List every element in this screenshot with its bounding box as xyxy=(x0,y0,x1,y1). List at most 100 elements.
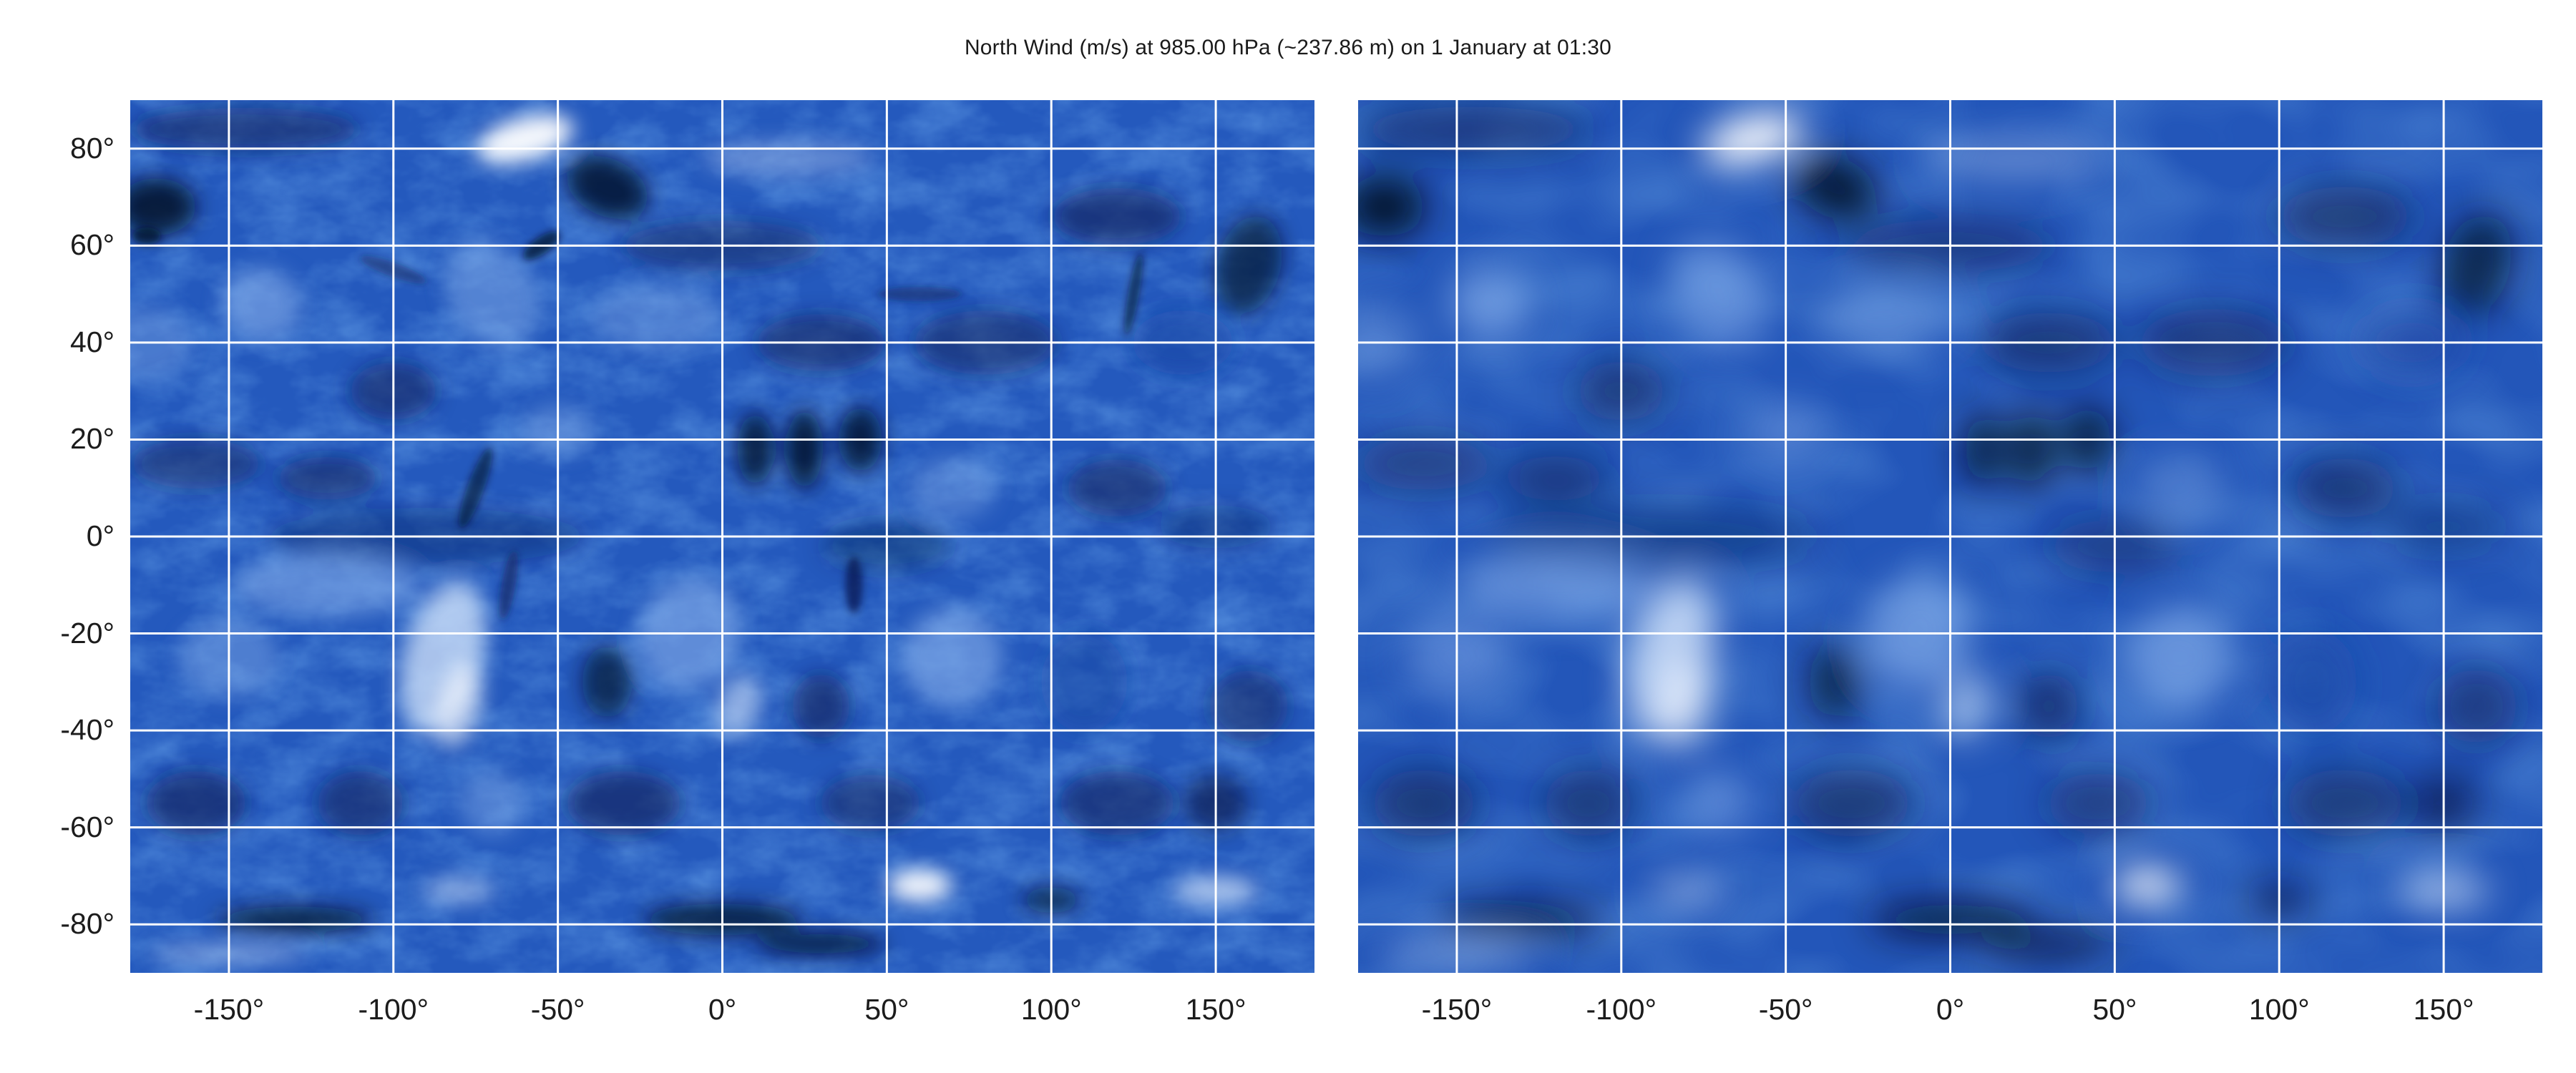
wind-feature xyxy=(499,549,518,621)
x-tick-label: 100° xyxy=(2248,993,2310,1026)
wind-feature xyxy=(1358,177,1426,237)
wind-feature xyxy=(792,674,850,739)
wind-feature xyxy=(1792,154,1878,221)
wind-feature xyxy=(1808,644,1862,720)
wind-feature xyxy=(716,675,762,738)
wind-feature xyxy=(445,240,540,348)
map-panel-fine xyxy=(130,100,1314,973)
wind-feature xyxy=(2114,868,2182,903)
wind-feature xyxy=(1543,769,1634,838)
wind-feature xyxy=(1041,632,1128,733)
wind-feature xyxy=(1686,769,1754,838)
figure-title: North Wind (m/s) at 985.00 hPa (~237.86 … xyxy=(964,36,1612,59)
wind-feature xyxy=(130,107,360,151)
y-tick-label: 60° xyxy=(69,228,114,262)
wind-feature xyxy=(132,227,161,245)
wind-feature xyxy=(459,447,493,529)
wind-feature xyxy=(1067,459,1168,517)
wind-feature xyxy=(909,456,996,521)
y-tick-label: 80° xyxy=(69,131,114,165)
x-tick-label: -50° xyxy=(1758,993,1813,1026)
wind-feature xyxy=(887,870,952,901)
wind-feature xyxy=(1215,215,1283,315)
wind-feature xyxy=(1981,933,2117,955)
wind-feature xyxy=(702,140,874,177)
wind-field-coarse xyxy=(1358,100,2542,973)
wind-feature xyxy=(1926,139,2107,177)
x-tick-label: -50° xyxy=(530,993,585,1026)
wind-feature xyxy=(737,413,774,485)
wind-feature xyxy=(2441,213,2512,317)
x-tick-label: 100° xyxy=(1020,993,1082,1026)
x-tick-label: -150° xyxy=(1421,993,1493,1026)
gridlines xyxy=(130,100,1314,973)
wind-feature xyxy=(2019,672,2079,740)
y-tick-label: -20° xyxy=(60,616,114,650)
wind-feature xyxy=(277,456,378,500)
wind-feature xyxy=(234,552,421,617)
wind-feature xyxy=(1124,251,1143,337)
wind-feature xyxy=(756,934,886,954)
wind-feature xyxy=(1702,113,1805,165)
wind-feature xyxy=(1942,673,1991,739)
wind-feature xyxy=(435,664,483,748)
wind-feature xyxy=(566,155,648,220)
wind-feature xyxy=(1503,456,1609,501)
wind-feature xyxy=(2292,458,2398,519)
x-tick-label: 50° xyxy=(2092,993,2137,1026)
wind-feature xyxy=(2277,186,2413,247)
wind-feature xyxy=(459,770,525,836)
wind-feature xyxy=(582,646,633,718)
wind-feature xyxy=(1791,769,1912,838)
wind-feature xyxy=(1964,411,2002,487)
wind-feature xyxy=(786,410,823,489)
wind-feature xyxy=(1817,284,1953,353)
wind-feature xyxy=(476,114,574,164)
wind-field-fine xyxy=(130,100,1314,973)
wind-feature xyxy=(317,770,404,836)
wind-feature xyxy=(223,268,301,340)
wind-feature xyxy=(566,770,681,836)
wind-feature xyxy=(1371,769,1477,838)
wind-feature xyxy=(423,877,495,903)
wind-feature xyxy=(1649,876,1725,904)
y-tick-label: 20° xyxy=(69,422,114,456)
wind-feature xyxy=(877,287,963,302)
wind-feature xyxy=(131,438,260,489)
wind-feature xyxy=(592,286,721,351)
wind-feature xyxy=(2045,773,2151,833)
wind-feature xyxy=(1358,107,1594,152)
x-tick-label: 50° xyxy=(864,993,909,1026)
wind-feature xyxy=(145,770,246,836)
wind-feature xyxy=(130,178,196,236)
wind-feature xyxy=(2435,668,2518,744)
wind-feature xyxy=(2014,408,2051,491)
x-tick-label: 0° xyxy=(708,993,737,1026)
wind-feature xyxy=(1060,770,1175,836)
wind-feature xyxy=(2285,769,2406,838)
wind-feature xyxy=(1209,670,1289,743)
wind-feature xyxy=(1670,237,1770,351)
wind-feature xyxy=(820,774,921,832)
wind-feature xyxy=(1662,662,1712,750)
x-tick-label: -150° xyxy=(193,993,265,1026)
x-tick-label: -100° xyxy=(1586,993,1657,1026)
gridlines xyxy=(1358,100,2542,973)
y-tick-label: 40° xyxy=(69,325,114,358)
wind-feature xyxy=(1440,906,1606,934)
y-tick-label: 0° xyxy=(86,519,114,552)
x-tick-label: -100° xyxy=(358,993,429,1026)
wind-feature xyxy=(215,906,374,933)
x-tick-label: 150° xyxy=(1185,993,1246,1026)
wind-feature xyxy=(2127,604,2233,710)
map-panel-coarse xyxy=(1358,100,2542,973)
x-tick-label: 150° xyxy=(2413,993,2474,1026)
wind-feature xyxy=(2135,454,2226,522)
x-tick-label: 0° xyxy=(1936,993,1965,1026)
wind-feature xyxy=(1358,437,1492,491)
y-tick-label: -40° xyxy=(60,713,114,747)
wind-feature xyxy=(845,556,863,614)
y-tick-label: -60° xyxy=(60,810,114,843)
wind-feature xyxy=(1053,187,1182,245)
wind-feature xyxy=(1448,265,1531,342)
